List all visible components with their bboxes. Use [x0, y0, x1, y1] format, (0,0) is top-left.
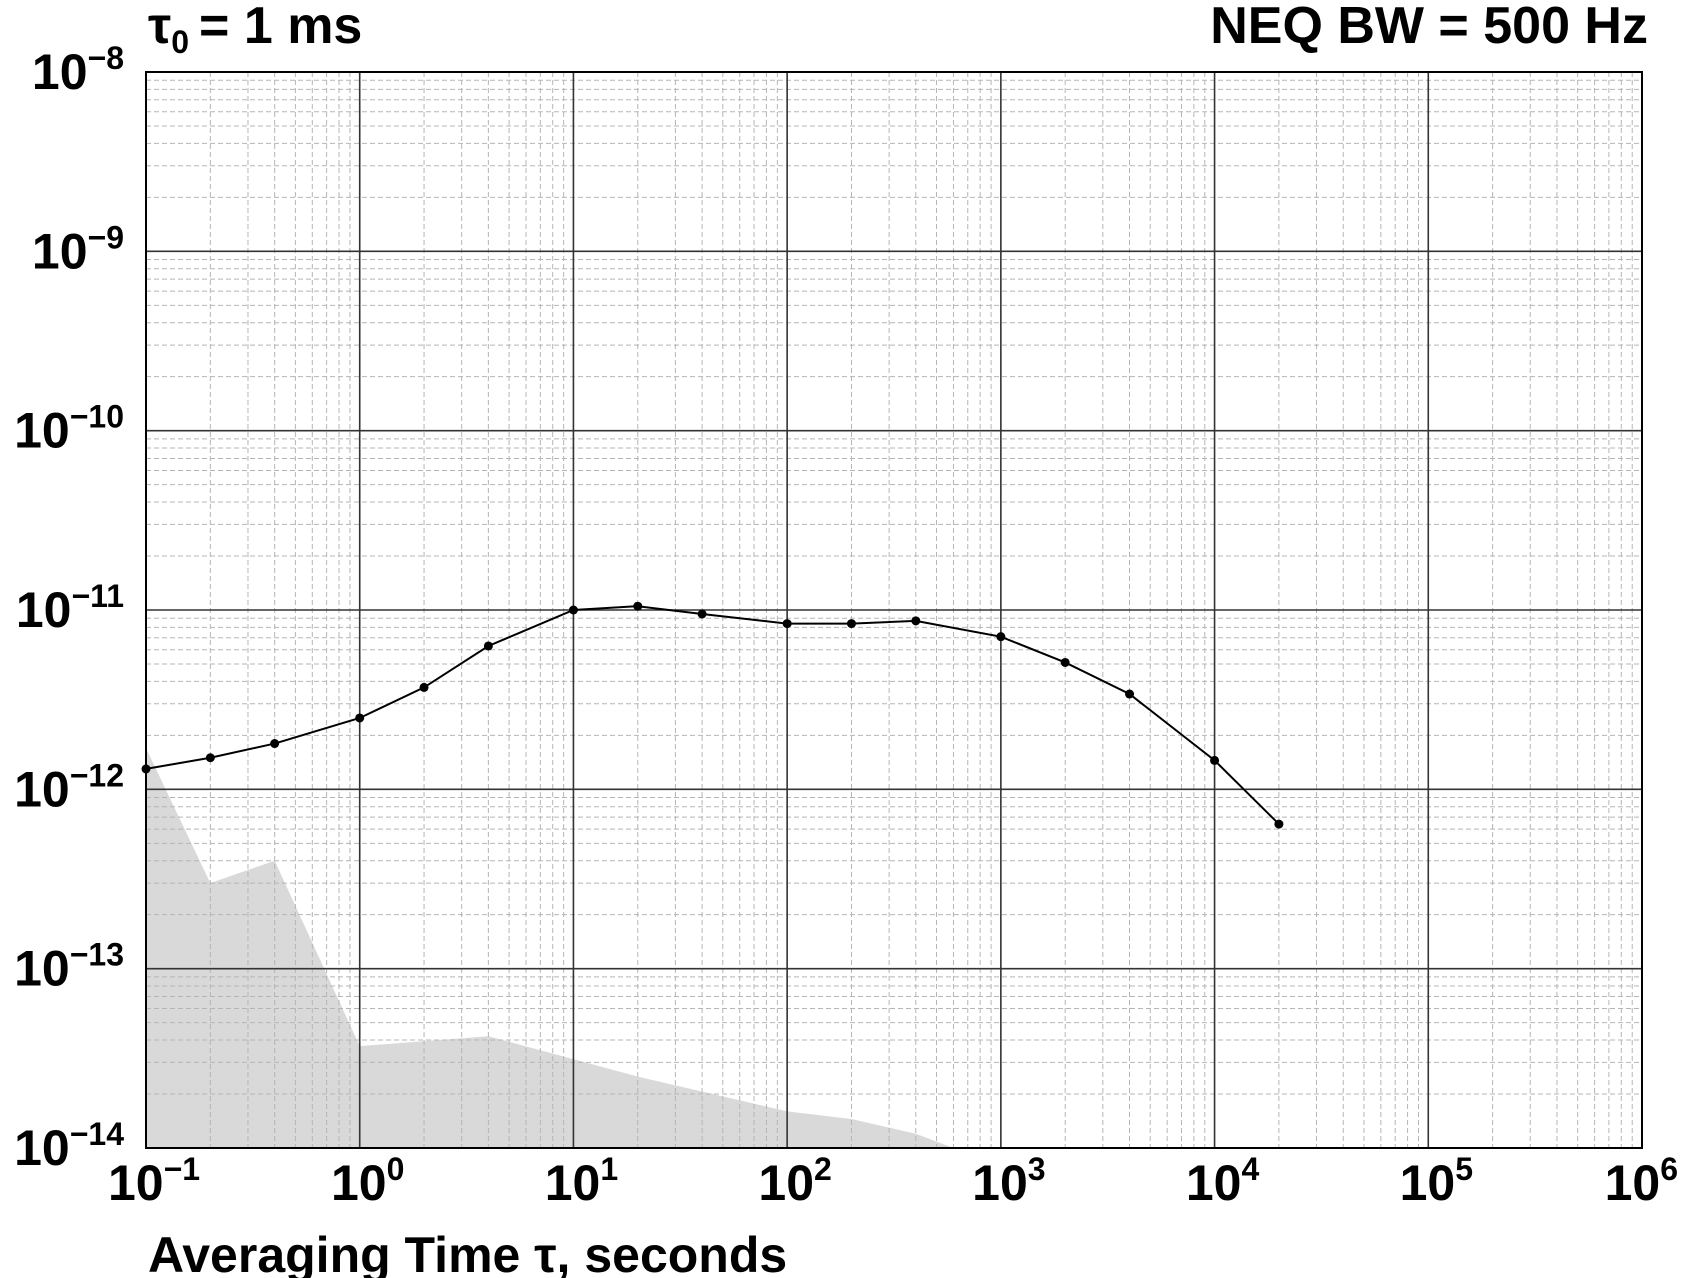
x-tick-label: 106 — [1605, 1151, 1678, 1211]
noise-floor-area — [146, 748, 954, 1148]
y-tick-label: 10−9 — [32, 219, 124, 279]
y-tick-label: 10−12 — [14, 757, 124, 817]
x-tick-label: 103 — [972, 1151, 1045, 1211]
tau-subscript: 0 — [171, 24, 189, 60]
data-point — [419, 682, 429, 692]
y-tick-label: 10−14 — [14, 1116, 124, 1176]
data-point — [355, 713, 365, 723]
data-point — [846, 619, 856, 629]
tau0-value: = 1 ms — [199, 0, 362, 55]
grid — [145, 71, 1643, 1149]
y-tick-label: 10−11 — [16, 578, 124, 638]
noise-floor-area-layer — [146, 748, 954, 1148]
series-line-layer — [141, 601, 1284, 829]
x-tick-label: 104 — [1186, 1151, 1260, 1211]
tau0-label: τ0 = 1 ms — [148, 0, 362, 60]
data-point — [1060, 657, 1070, 667]
data-point — [1274, 819, 1284, 829]
data-point — [697, 609, 707, 619]
data-point — [141, 764, 151, 774]
data-point — [1210, 755, 1220, 765]
x-tick-label: 10−1 — [108, 1151, 200, 1211]
x-tick-label: 102 — [758, 1151, 831, 1211]
bandwidth-label: NEQ BW = 500 Hz — [1210, 0, 1648, 55]
tick-label-layer: 10−1 100 101 102 103 104 105 106 10−8 10−9 10−10 10… — [14, 40, 1678, 1211]
data-point — [911, 616, 921, 626]
x-tick-label: 100 — [331, 1151, 404, 1211]
plot-frame — [145, 71, 1643, 1149]
x-tick-label: 101 — [545, 1151, 618, 1211]
data-point — [205, 753, 215, 763]
series-line — [145, 605, 1280, 825]
data-point — [483, 641, 493, 651]
x-tick-label: 105 — [1400, 1151, 1473, 1211]
data-point — [996, 632, 1006, 642]
tau-symbol: τ — [148, 0, 171, 55]
y-tick-label: 10−10 — [14, 399, 124, 459]
data-point — [782, 619, 792, 629]
x-axis-label: Averaging Time τ, seconds — [148, 1227, 787, 1278]
y-tick-label: 10−8 — [32, 40, 124, 100]
data-point — [1125, 689, 1135, 699]
y-tick-label: 10−13 — [14, 937, 124, 997]
data-point — [633, 601, 643, 611]
data-point — [568, 605, 578, 615]
data-point — [270, 739, 280, 749]
